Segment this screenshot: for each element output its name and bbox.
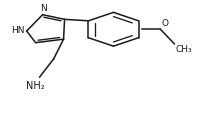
Text: N: N xyxy=(40,4,47,13)
Text: O: O xyxy=(161,19,168,28)
Text: HN: HN xyxy=(11,26,25,35)
Text: CH₃: CH₃ xyxy=(174,45,191,54)
Text: NH₂: NH₂ xyxy=(26,81,45,91)
